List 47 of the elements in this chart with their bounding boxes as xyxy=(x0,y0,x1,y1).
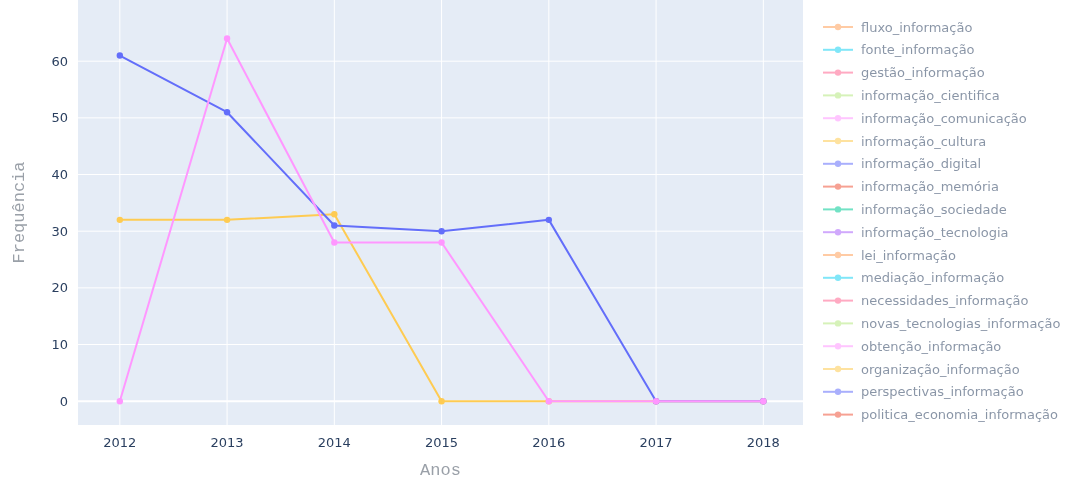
x-tick-label: 2016 xyxy=(532,435,566,450)
x-tick-label: 2012 xyxy=(103,435,137,450)
x-axis-title: Anos xyxy=(420,461,461,480)
point xyxy=(331,239,338,246)
x-tick-label: 2017 xyxy=(639,435,673,450)
x-tick-label: 2014 xyxy=(317,435,351,450)
legend-label: informação_tecnologia xyxy=(861,224,1009,240)
point xyxy=(438,239,445,246)
legend-label: necessidades_informação xyxy=(861,293,1029,309)
legend-label: politica_economia_informação xyxy=(861,407,1059,423)
legend-label: organização_informação xyxy=(861,361,1020,377)
legend-label: lei_informação xyxy=(861,247,956,263)
legend-label: mediação_informação xyxy=(861,270,1005,286)
legend-label: perspectivas_informação xyxy=(861,384,1024,400)
point xyxy=(438,398,445,405)
legend-label: informação_sociedade xyxy=(861,201,1007,217)
x-tick-label: 2015 xyxy=(425,435,459,450)
legend-label: gestão_informação xyxy=(861,65,985,81)
y-tick-label: 60 xyxy=(51,53,68,69)
x-tick-label: 2018 xyxy=(746,435,780,450)
y-tick-label: 50 xyxy=(51,110,68,126)
y-tick-label: 0 xyxy=(59,393,68,409)
point xyxy=(116,52,124,59)
point xyxy=(223,109,231,116)
point xyxy=(331,222,338,229)
legend-label: fluxo_informação xyxy=(861,19,973,35)
point xyxy=(116,216,124,224)
y-tick-label: 10 xyxy=(51,337,68,353)
legend-label: obtenção_informação xyxy=(861,338,1002,354)
legend-label: fonte_informação xyxy=(861,42,975,58)
legend-label: informação_cientifica xyxy=(861,87,1000,103)
point xyxy=(116,398,124,405)
point xyxy=(223,35,231,42)
point xyxy=(223,216,231,224)
point xyxy=(331,211,338,218)
y-tick-label: 20 xyxy=(51,280,68,296)
legend-label: informação_digital xyxy=(861,156,982,172)
legend-label: informação_comunicação xyxy=(861,110,1027,126)
y-axis-title: Frequência xyxy=(10,161,29,264)
point xyxy=(438,228,445,235)
y-tick-label: 40 xyxy=(51,167,68,183)
x-tick-label: 2013 xyxy=(210,435,244,450)
legend-label: informação_memória xyxy=(861,179,999,195)
legend-label: novas_tecnologias_informação xyxy=(861,315,1061,331)
y-tick-label: 30 xyxy=(51,223,68,239)
legend-label: informação_cultura xyxy=(861,133,987,149)
point xyxy=(545,216,553,224)
